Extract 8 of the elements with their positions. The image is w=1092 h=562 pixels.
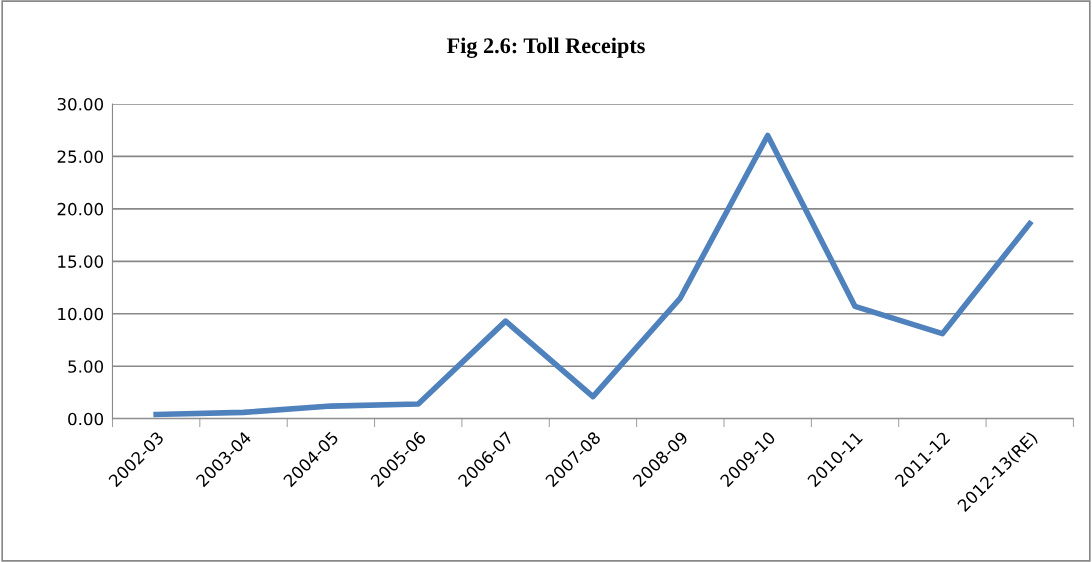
y-tick-label: 5.00 bbox=[68, 360, 104, 373]
y-tick-label: 20.00 bbox=[57, 202, 104, 216]
y-tick-label: 0.00 bbox=[68, 412, 104, 426]
y-tick-label: 15.00 bbox=[58, 255, 104, 268]
y-tick-label: 25.00 bbox=[57, 150, 104, 163]
y-tick-label: 10.00 bbox=[58, 307, 104, 321]
y-tick-label: 30.00 bbox=[57, 97, 104, 111]
chart-title: Fig 2.6: Toll Receipts bbox=[446, 37, 645, 58]
